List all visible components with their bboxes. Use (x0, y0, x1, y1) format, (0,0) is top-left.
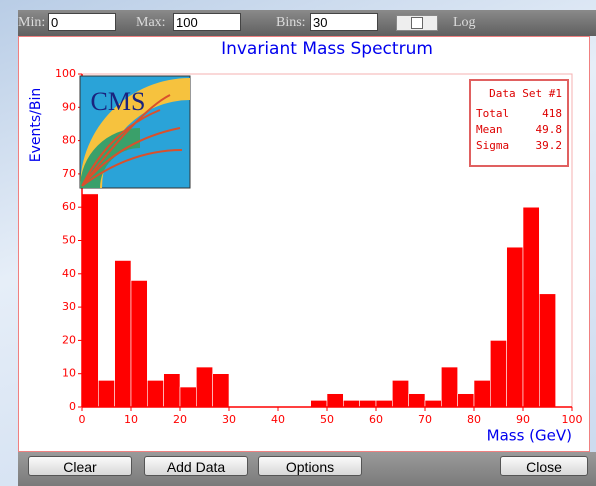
histogram-bar (539, 293, 556, 408)
histogram-bar (179, 386, 197, 408)
histogram-bar (490, 340, 507, 408)
add-data-button[interactable]: Add Data (144, 456, 248, 476)
log-label: Log (453, 15, 476, 30)
y-tick-label: 80 (62, 134, 76, 147)
log-checkbox[interactable] (411, 17, 423, 29)
histogram-bar (147, 380, 164, 408)
x-tick-label: 90 (516, 413, 530, 426)
histogram-bar (130, 280, 148, 408)
bins-label: Bins: (276, 15, 306, 30)
stats-label: Sigma (476, 139, 509, 152)
bins-input[interactable]: 30 (310, 13, 378, 31)
x-tick-label: 10 (124, 413, 138, 426)
histogram-bar (457, 393, 475, 408)
histogram-bar (473, 380, 491, 408)
min-input[interactable]: 0 (48, 13, 116, 31)
x-tick-label: 0 (79, 413, 86, 426)
y-tick-label: 0 (69, 400, 76, 413)
stats-title: Data Set #1 (489, 87, 562, 100)
clear-button[interactable]: Clear (28, 456, 132, 476)
histogram-bar (212, 373, 230, 408)
x-tick-label: 100 (562, 413, 583, 426)
min-label: Min: (18, 15, 46, 30)
options-button[interactable]: Options (258, 456, 362, 476)
histogram-bar (506, 246, 524, 408)
y-tick-label: 20 (62, 333, 76, 346)
histogram-bar (375, 400, 393, 408)
histogram-bar (522, 206, 540, 408)
histogram-bar (343, 400, 360, 408)
histogram-bar (196, 366, 213, 408)
stats-box: Data Set #1 Total 418 Mean 49.8 Sigma 39… (469, 79, 569, 167)
y-tick-label: 50 (62, 234, 76, 247)
x-axis-label: Mass (GeV) (487, 427, 572, 445)
histogram-bar (359, 400, 377, 408)
logo-text: CMS (91, 87, 146, 116)
chart-title: Invariant Mass Spectrum (221, 39, 433, 59)
histogram-bar (98, 380, 115, 408)
stats-value: 49.8 (536, 123, 563, 136)
toolbar: Min: 0 Max: 100 Bins: 30 Log (18, 10, 596, 36)
stats-label: Mean (476, 123, 503, 136)
histogram-bar (408, 393, 426, 408)
y-tick-label: 60 (62, 200, 76, 213)
plot-area: 0 10 20 30 40 50 60 70 80 90 100 0 10 20 30 40 50 60 70 80 9… (55, 67, 583, 426)
stats-value: 39.2 (536, 139, 563, 152)
histogram-bar (441, 366, 458, 408)
cms-logo: CMS (79, 75, 191, 189)
max-input[interactable]: 100 (173, 13, 241, 31)
close-button[interactable]: Close (500, 456, 588, 476)
y-tick-label: 90 (62, 100, 76, 113)
max-label: Max: (136, 15, 166, 30)
histogram-bar (114, 260, 132, 408)
x-tick-label: 30 (222, 413, 236, 426)
x-tick-label: 20 (173, 413, 187, 426)
y-tick-label: 40 (62, 267, 76, 280)
histogram-bar (163, 373, 181, 408)
y-axis-label: Events/Bin (28, 88, 44, 162)
y-tick-label: 10 (62, 367, 76, 380)
stats-label: Total (476, 107, 509, 120)
stats-value: 418 (542, 107, 562, 120)
log-toggle[interactable] (396, 15, 438, 31)
x-tick-label: 40 (271, 413, 285, 426)
histogram-bar (310, 400, 328, 408)
x-tick-label: 60 (369, 413, 383, 426)
x-tick-label: 50 (320, 413, 334, 426)
y-tick-label: 30 (62, 300, 76, 313)
histogram-bar (326, 393, 344, 408)
histogram-bar (424, 400, 442, 408)
y-tick-label: 100 (55, 67, 76, 80)
histogram-bar (81, 193, 99, 408)
histogram-bar (392, 380, 409, 408)
bottom-bar: Clear Add Data Options Close (18, 452, 596, 486)
x-tick-label: 80 (467, 413, 481, 426)
x-tick-label: 70 (418, 413, 432, 426)
y-tick-label: 70 (62, 167, 76, 180)
